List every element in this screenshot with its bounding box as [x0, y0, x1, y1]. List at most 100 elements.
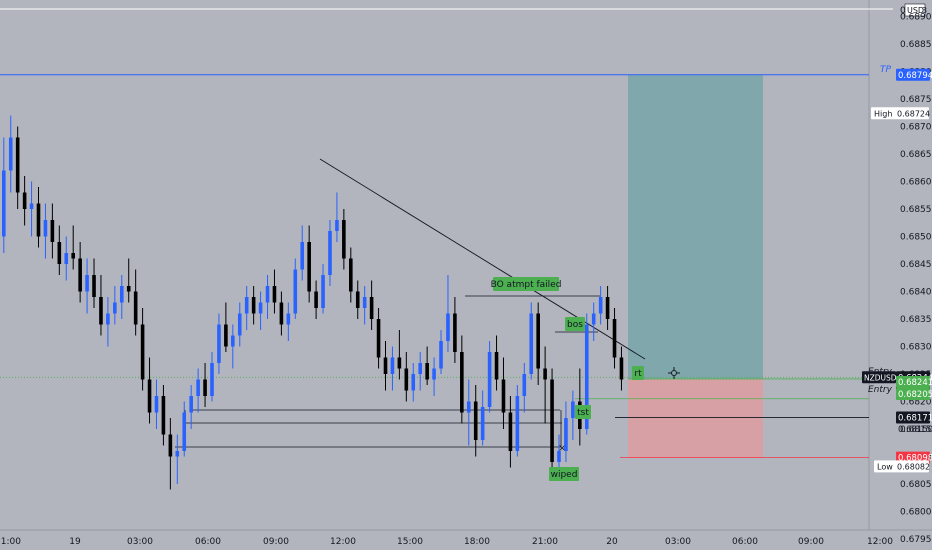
- candle-body: [36, 203, 41, 237]
- high-text: High: [874, 109, 892, 118]
- candle-body: [536, 313, 540, 369]
- candle-body: [466, 401, 471, 413]
- candle: [196, 368, 200, 413]
- candle: [85, 258, 89, 314]
- candle: [224, 302, 228, 352]
- candle: [571, 390, 575, 440]
- high-price-label: High 0.68724: [871, 107, 930, 120]
- time-tick-label: 21:00: [532, 537, 558, 547]
- candle: [279, 291, 284, 336]
- candle: [126, 258, 131, 303]
- bo-attempt-label-text: BO atmpt failed: [491, 280, 562, 290]
- candle-body: [473, 401, 478, 440]
- candle: [57, 225, 62, 275]
- tst-label-text: tst: [577, 408, 589, 418]
- candle-body: [217, 324, 221, 363]
- crosshair-cursor-icon: [668, 367, 680, 379]
- rt-label[interactable]: rt: [632, 366, 644, 380]
- sweep-x-icon: ×: [558, 443, 566, 454]
- candle: [140, 308, 145, 391]
- profit-zone[interactable]: [628, 74, 763, 379]
- candle: [210, 352, 214, 402]
- candle-body: [480, 407, 485, 440]
- candle-body: [8, 137, 13, 171]
- candle: [43, 203, 48, 259]
- candle: [15, 126, 20, 209]
- candle: [168, 418, 173, 490]
- candle-body: [265, 286, 270, 303]
- candle: [78, 242, 82, 303]
- entry1-price-label-text: 0.68241: [898, 378, 932, 388]
- candle: [64, 236, 69, 281]
- black-level-price-label-text: 0.68171: [898, 413, 932, 423]
- bos-label[interactable]: bos: [565, 317, 585, 331]
- candle-body: [598, 297, 603, 314]
- symbol-text: NZDUSD: [864, 373, 897, 382]
- candle-body: [140, 324, 145, 380]
- candle-body: [85, 275, 89, 292]
- candle: [113, 286, 117, 325]
- candle: [529, 302, 534, 380]
- time-tick-label: 09:00: [798, 537, 824, 547]
- candle: [543, 346, 547, 424]
- candle: [591, 302, 596, 341]
- candle-body: [619, 357, 624, 380]
- candle: [231, 324, 235, 369]
- currency-badge[interactable]: [904, 3, 926, 17]
- candle: [321, 264, 325, 314]
- drawing-lines[interactable]: ×: [0, 74, 869, 459]
- wiped-label[interactable]: wiped: [549, 467, 579, 481]
- candle-body: [279, 302, 284, 325]
- candle: [258, 291, 263, 330]
- candle-body: [501, 379, 506, 413]
- candle: [286, 302, 291, 341]
- candle-body: [397, 357, 402, 369]
- candle-body: [557, 451, 561, 462]
- candle: [418, 352, 422, 391]
- candle-body: [453, 313, 457, 352]
- low-price-label: Low 0.68082: [874, 460, 930, 473]
- candle-body: [404, 368, 409, 391]
- candle-body: [231, 335, 235, 347]
- price-tick-label: 0.68900: [900, 13, 932, 23]
- trend-line[interactable]: [319, 158, 646, 360]
- tst-label[interactable]: tst: [575, 405, 591, 419]
- time-tick-label: 18:00: [464, 537, 490, 547]
- candle: [29, 181, 34, 237]
- candle: [557, 434, 561, 468]
- position-zones[interactable]: [628, 74, 763, 458]
- candle-body: [161, 396, 166, 435]
- candle: [244, 286, 249, 330]
- bo-attempt-label[interactable]: BO atmpt failed: [491, 277, 562, 291]
- candle: [203, 363, 207, 407]
- candle: [439, 330, 443, 374]
- zero-label: 0: [900, 6, 906, 16]
- candle: [99, 275, 103, 336]
- candle: [376, 308, 381, 369]
- candle: [508, 396, 513, 468]
- candle-body: [425, 363, 429, 380]
- candle: [355, 280, 360, 319]
- candle: [342, 209, 346, 270]
- high-value-text: 0.68724: [897, 109, 930, 118]
- candle-body: [272, 286, 277, 303]
- time-tick-label: 12:00: [867, 537, 893, 547]
- time-tick-label: 12:00: [330, 537, 356, 547]
- candle-body: [78, 258, 82, 292]
- time-tick-label: 06:00: [732, 537, 758, 547]
- candle-body: [182, 412, 187, 451]
- candle: [619, 346, 624, 391]
- candle: [536, 302, 540, 385]
- candle: [36, 187, 41, 248]
- candle-body: [133, 291, 138, 325]
- candle: [50, 203, 55, 259]
- loss-zone[interactable]: [628, 378, 763, 458]
